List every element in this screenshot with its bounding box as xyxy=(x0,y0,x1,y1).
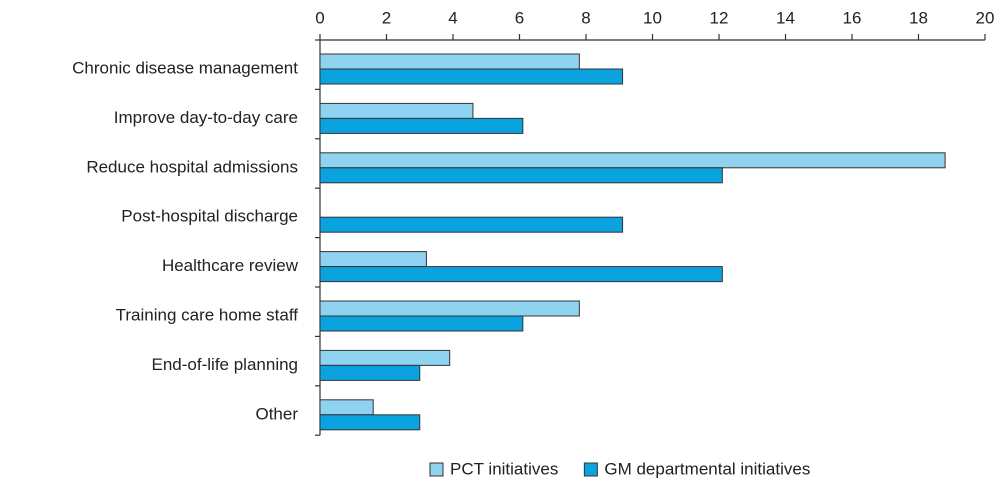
y-tick-label: End-of-life planning xyxy=(152,355,298,374)
legend-swatch xyxy=(583,462,598,477)
bar xyxy=(319,117,524,134)
bar xyxy=(319,216,624,233)
x-tick-label: 2 xyxy=(382,8,391,27)
bar xyxy=(319,399,374,416)
bar xyxy=(319,315,524,332)
y-tick-label: Other xyxy=(255,404,298,423)
x-tick-label: 16 xyxy=(843,8,862,27)
y-tick-label: Training care home staff xyxy=(116,305,299,324)
bar xyxy=(319,364,421,381)
bar xyxy=(319,152,946,169)
x-tick-label: 0 xyxy=(315,8,324,27)
bar xyxy=(319,53,580,70)
y-tick-label: Healthcare review xyxy=(162,256,299,275)
bar xyxy=(319,414,421,431)
x-tick-label: 8 xyxy=(581,8,590,27)
bar xyxy=(319,167,723,184)
legend-label: PCT initiatives xyxy=(450,459,558,478)
bar xyxy=(319,349,451,366)
x-tick-label: 12 xyxy=(710,8,729,27)
y-tick-label: Post-hospital discharge xyxy=(121,207,298,226)
x-tick-label: 20 xyxy=(976,8,995,27)
y-tick-label: Reduce hospital admissions xyxy=(86,157,298,176)
x-tick-label: 10 xyxy=(643,8,662,27)
x-tick-label: 4 xyxy=(448,8,457,27)
x-tick-label: 18 xyxy=(909,8,928,27)
bar xyxy=(319,266,723,283)
bar xyxy=(319,251,427,268)
y-tick-label: Improve day-to-day care xyxy=(114,108,298,127)
legend-label: GM departmental initiatives xyxy=(604,459,810,478)
legend-swatch xyxy=(429,462,444,477)
bar xyxy=(319,102,474,119)
bar xyxy=(319,68,624,85)
x-tick-label: 6 xyxy=(515,8,524,27)
x-tick-label: 14 xyxy=(776,8,795,27)
y-tick-label: Chronic disease management xyxy=(72,58,298,77)
bar xyxy=(319,300,580,317)
